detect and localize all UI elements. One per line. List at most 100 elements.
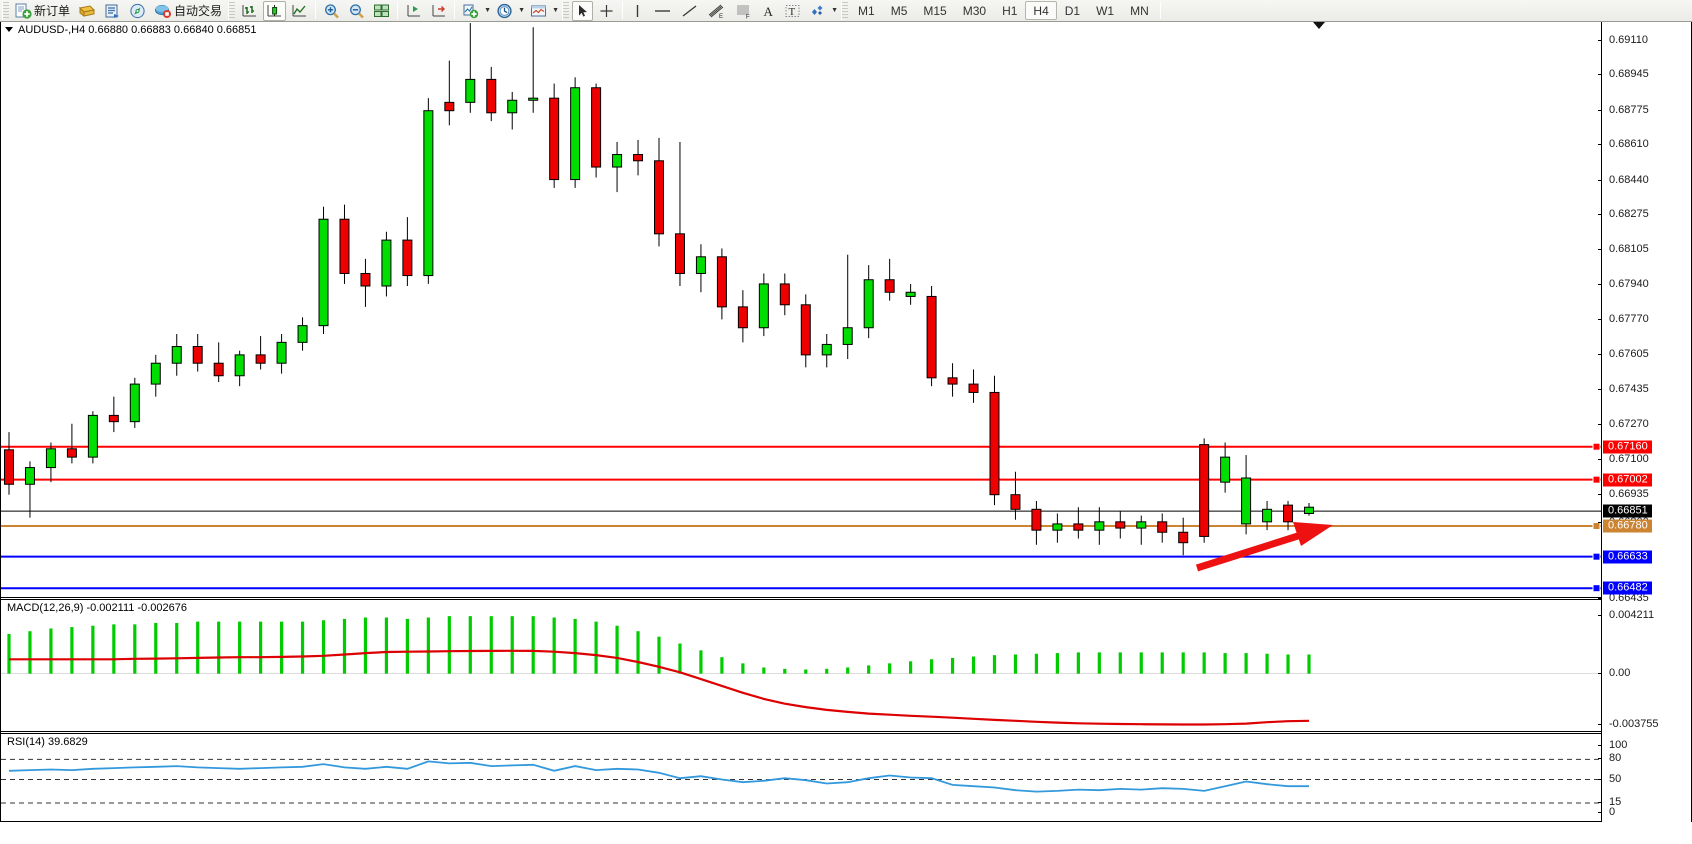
tile-windows-button[interactable] [370, 1, 393, 21]
equidistant-channel-button[interactable]: E [704, 1, 729, 21]
macd-histogram-bar [133, 624, 137, 674]
price-tick-0_67770: 0.67770 [1598, 313, 1649, 325]
price-axis[interactable]: 0.69110 0.68945 0.68775 0.68610 0.68440 0.682… [1597, 22, 1691, 822]
candle [465, 23, 476, 113]
timeframe-d1[interactable]: D1 [1064, 3, 1081, 18]
macd-histogram-bar [678, 643, 682, 674]
shift-chart-button[interactable] [402, 1, 425, 21]
candle [926, 286, 937, 387]
horizontal-line-button[interactable] [650, 1, 675, 21]
svg-text:E: E [719, 14, 723, 19]
period-dropdown-caret[interactable]: ▼ [518, 7, 525, 14]
cursor-button[interactable] [572, 0, 594, 21]
macd-histogram-bar [217, 621, 221, 674]
macd-histogram-bar [363, 617, 368, 674]
zoom-out-button[interactable] [345, 1, 368, 21]
terminal-button[interactable] [101, 1, 124, 21]
toolbar-grip-3[interactable] [562, 1, 570, 20]
period-icon [497, 3, 512, 18]
chart-area[interactable]: AUDUSD-,H4 0.66880 0.66883 0.66840 0.668… [0, 22, 1692, 844]
macd-histogram-bar [112, 624, 116, 674]
line-chart-button[interactable] [288, 1, 311, 21]
price-label-resistance-lower[interactable]: 0.67002 [1603, 473, 1652, 487]
timeframe-m1[interactable]: M1 [858, 3, 875, 18]
timeframe-h4[interactable]: H4 [1025, 1, 1057, 20]
price-label-resistance-upper[interactable]: 0.67160 [1603, 440, 1652, 454]
price-label-current-price[interactable]: 0.66851 [1603, 504, 1652, 518]
macd-tick-1: 0.00 [1597, 667, 1630, 679]
price-label-orange-level[interactable]: 0.66780 [1603, 519, 1652, 533]
timeframe-m5[interactable]: M5 [890, 3, 908, 18]
templates-dropdown-caret[interactable]: ▼ [552, 7, 559, 14]
vertical-line-icon [636, 4, 639, 17]
price-line-handle[interactable] [1592, 552, 1601, 561]
timeframe-w1[interactable]: W1 [1096, 3, 1115, 18]
timeframe-m15[interactable]: M15 [923, 3, 947, 18]
rsi-tick-50: 50 [1597, 773, 1621, 785]
indicators-button[interactable] [459, 1, 482, 21]
candle [1031, 500, 1042, 545]
toolbar-grip[interactable] [2, 1, 9, 20]
auto-scroll-button[interactable] [427, 1, 450, 21]
candle [821, 334, 832, 368]
wallet-button[interactable] [75, 1, 99, 21]
macd-histogram-bar [426, 617, 430, 674]
macd-histogram-bar [699, 650, 703, 674]
macd-pane[interactable]: MACD(12,26,9) -0.002111 -0.002676 [1, 599, 1603, 732]
price-label-support-upper[interactable]: 0.66633 [1603, 550, 1652, 564]
timeframe-mn[interactable]: MN [1130, 3, 1149, 18]
candle [863, 265, 874, 339]
timeframe-m30[interactable]: M30 [962, 3, 987, 18]
toolbar-separator-2 [397, 2, 399, 19]
candle [234, 350, 245, 387]
symbol-info-bar: AUDUSD-,H4 0.66880 0.66883 0.66840 0.668… [1, 22, 257, 37]
chart-menu-caret-icon[interactable] [5, 27, 13, 32]
macd-histogram-bar [468, 616, 472, 674]
price-pane[interactable]: AUDUSD-,H4 0.66880 0.66883 0.66840 0.668… [1, 22, 1603, 598]
text-button[interactable]: A [758, 1, 779, 21]
candlestick-chart-button[interactable] [263, 0, 287, 21]
candle [66, 423, 77, 464]
svg-text:T: T [789, 6, 796, 18]
new-order-button[interactable]: 新订单 [12, 1, 73, 21]
red-up-arrow[interactable] [1195, 522, 1333, 572]
svg-text:A: A [764, 4, 774, 19]
zoom-in-button[interactable] [320, 1, 343, 21]
price-line-handle[interactable] [1592, 584, 1601, 593]
crosshair-icon [600, 4, 613, 17]
navigator-button[interactable] [126, 1, 149, 21]
shapes-dropdown-caret[interactable]: ▼ [831, 7, 838, 14]
macd-histogram-bar [1076, 652, 1080, 674]
templates-button[interactable] [527, 1, 550, 21]
rsi-line [8, 760, 1309, 793]
price-tick-0_66435: 0.66435 [1598, 592, 1649, 604]
bar-chart-button[interactable] [238, 1, 261, 21]
candle [779, 273, 790, 316]
toolbar-separator-4 [622, 2, 624, 19]
price-line-handle[interactable] [1592, 442, 1601, 451]
crosshair-button[interactable] [595, 1, 618, 21]
rsi-pane[interactable]: RSI(14) 39.6829 [1, 733, 1603, 822]
vertical-line-button[interactable] [627, 1, 648, 21]
candlestick-chart-icon [267, 4, 282, 16]
price-line-handle[interactable] [1592, 475, 1601, 484]
fibonacci-button[interactable]: F [731, 1, 756, 21]
text-label-button[interactable]: T [781, 1, 804, 21]
macd-histogram-bar [70, 627, 74, 674]
trendline-button[interactable] [677, 1, 702, 21]
cursor-icon [579, 4, 588, 17]
candle [108, 396, 119, 433]
autotrading-button[interactable]: 自动交易 [151, 1, 225, 21]
price-label-support-lower[interactable]: 0.66482 [1603, 581, 1652, 595]
toolbar-grip-2[interactable] [228, 1, 236, 20]
shapes-button[interactable] [806, 1, 829, 21]
macd-histogram-bar [1223, 653, 1227, 674]
price-line-handle[interactable] [1592, 522, 1601, 530]
timeframe-h1[interactable]: H1 [1002, 3, 1018, 18]
candle [1136, 515, 1147, 545]
toolbar-grip-4[interactable] [841, 1, 849, 20]
indicators-dropdown-caret[interactable]: ▼ [484, 7, 491, 14]
period-button[interactable] [493, 1, 516, 21]
candle [1199, 438, 1210, 543]
